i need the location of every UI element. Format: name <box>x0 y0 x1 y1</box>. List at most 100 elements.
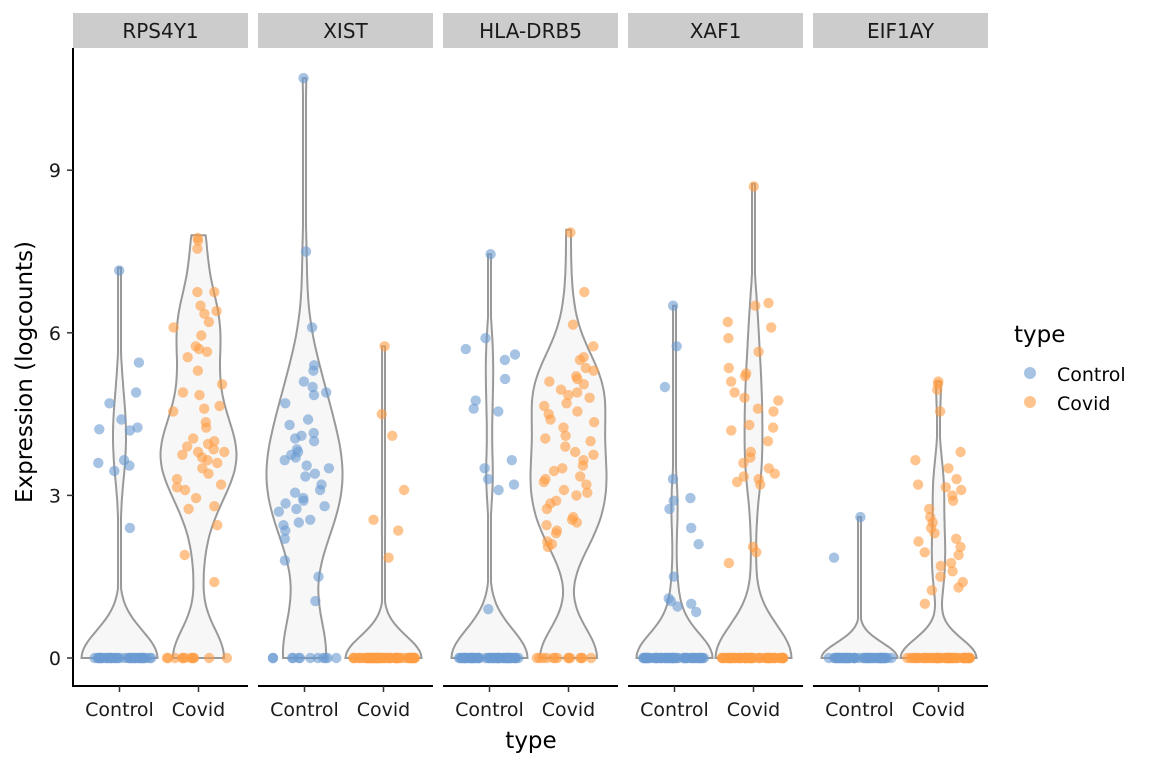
data-point <box>570 446 581 458</box>
violin-control <box>265 77 344 659</box>
data-point <box>201 422 212 433</box>
data-point <box>912 479 924 490</box>
data-point <box>177 449 188 460</box>
data-point <box>509 349 521 360</box>
y-axis-title: Expression (logcounts) <box>12 241 38 503</box>
data-point <box>579 286 590 298</box>
data-point <box>290 452 301 463</box>
data-point <box>499 354 511 366</box>
data-point <box>298 72 309 84</box>
data-point <box>331 652 342 664</box>
data-point <box>192 243 203 254</box>
data-point <box>584 392 595 403</box>
data-point <box>504 652 515 664</box>
violin-covid <box>159 234 238 659</box>
data-point <box>956 484 967 496</box>
data-point <box>537 652 549 664</box>
facet-strip-label: HLA-DRB5 <box>479 19 582 43</box>
facet-strip-label: XAF1 <box>690 19 742 43</box>
data-point <box>953 582 964 593</box>
data-point <box>365 652 376 664</box>
data-point <box>124 425 136 436</box>
data-point <box>472 652 484 664</box>
data-point <box>212 520 223 531</box>
data-point <box>762 436 774 447</box>
data-point <box>664 503 675 515</box>
data-point <box>171 482 183 493</box>
data-point <box>508 479 520 490</box>
data-point <box>574 354 586 366</box>
legend-key-control <box>1024 367 1036 379</box>
facet-strip <box>258 13 433 48</box>
data-point <box>953 549 964 561</box>
data-point <box>947 566 958 577</box>
data-point <box>585 436 596 447</box>
data-point <box>319 501 330 512</box>
x-tick-label: Control <box>825 699 894 721</box>
data-point <box>955 541 966 553</box>
data-point <box>563 389 574 401</box>
data-point <box>729 387 740 398</box>
violin-control <box>450 253 529 659</box>
data-point <box>188 433 199 444</box>
data-point <box>459 652 471 664</box>
data-point <box>660 652 671 664</box>
data-point <box>306 322 318 333</box>
x-tick-label: Control <box>640 699 709 721</box>
facet-panel-rps4y1: RPS4Y1 Control Covid <box>73 13 248 721</box>
data-point <box>280 398 291 409</box>
x-tick-label: Control <box>455 699 524 721</box>
data-point <box>668 652 679 664</box>
data-point <box>379 341 390 352</box>
data-point <box>104 398 115 409</box>
data-point <box>308 427 319 439</box>
data-point <box>550 528 562 539</box>
data-point <box>93 457 104 469</box>
data-point <box>308 389 320 401</box>
data-point <box>204 652 215 664</box>
data-point <box>572 406 583 417</box>
y-tick-label: 3 <box>49 485 61 507</box>
data-point <box>829 652 841 664</box>
data-point <box>216 379 228 390</box>
data-point <box>279 555 291 566</box>
y-axis: 0 3 6 9 <box>49 48 74 687</box>
data-point <box>582 487 593 498</box>
data-point <box>685 652 697 664</box>
data-point <box>130 652 141 664</box>
data-point <box>192 286 203 298</box>
data-point <box>323 463 335 474</box>
violin-covid <box>899 380 978 659</box>
data-point <box>667 300 679 311</box>
x-tick-label: Covid <box>912 699 965 721</box>
x-axis-title: type <box>505 728 556 754</box>
data-point <box>769 468 780 479</box>
data-point <box>560 441 571 452</box>
data-point <box>393 525 404 536</box>
data-point <box>468 403 479 414</box>
data-point <box>748 181 759 192</box>
data-point <box>192 365 204 376</box>
data-point <box>668 571 679 582</box>
data-point <box>552 652 563 664</box>
x-tick-label: Control <box>85 699 154 721</box>
data-point <box>376 408 387 420</box>
data-point <box>190 492 202 504</box>
data-point <box>409 652 421 664</box>
x-tick-label: Control <box>270 699 339 721</box>
x-tick-label: Covid <box>172 699 225 721</box>
data-point <box>588 449 599 460</box>
data-point <box>639 652 650 664</box>
data-point <box>357 652 368 664</box>
data-point <box>913 536 924 547</box>
data-point <box>934 652 946 664</box>
data-point <box>828 552 840 563</box>
data-point <box>752 403 764 414</box>
data-point <box>289 487 301 498</box>
data-point <box>558 422 569 433</box>
data-point <box>940 482 951 493</box>
data-point <box>585 652 597 664</box>
y-tick-label: 0 <box>49 648 61 670</box>
data-point <box>739 392 750 403</box>
